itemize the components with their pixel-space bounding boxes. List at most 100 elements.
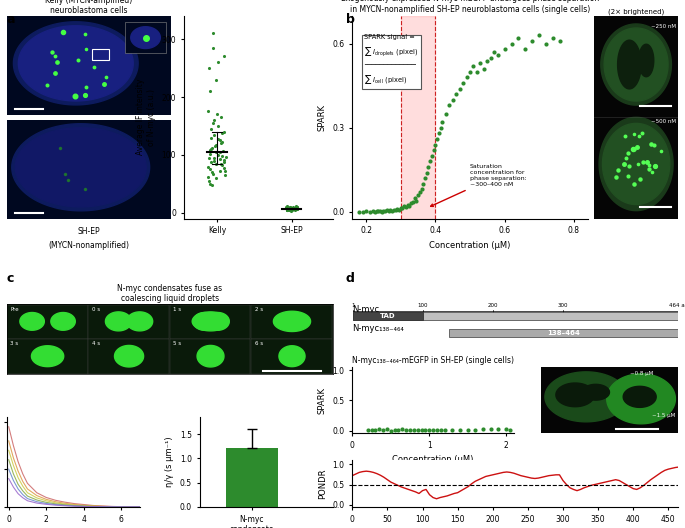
Point <box>284 203 295 212</box>
Point <box>219 128 229 136</box>
Text: (MYCN-nonamplified): (MYCN-nonamplified) <box>49 241 129 250</box>
Point <box>374 425 385 433</box>
Polygon shape <box>114 345 144 367</box>
Text: SPARK signal =
∑ $I_{\rm droplets}$ (pixel)
─────────────
∑ $I_{\rm cell}$ (pixe: SPARK signal = ∑ $I_{\rm droplets}$ (pix… <box>364 34 419 86</box>
Text: c: c <box>7 272 14 285</box>
Text: 464 aa: 464 aa <box>669 303 685 308</box>
Text: ~250 nM: ~250 nM <box>651 24 675 29</box>
Point <box>210 174 221 182</box>
Title: N-myc₁₃₈₋₄₆₄-mEGFP in SH-EP (single cells): N-myc₁₃₈₋₄₆₄-mEGFP in SH-EP (single cell… <box>352 356 514 365</box>
Point <box>454 84 465 93</box>
Point <box>203 64 214 72</box>
Polygon shape <box>618 40 641 89</box>
Point <box>370 426 381 435</box>
Point <box>390 206 401 214</box>
Point <box>210 142 221 150</box>
Polygon shape <box>273 311 310 332</box>
Text: d: d <box>346 272 355 285</box>
Text: Pre: Pre <box>10 306 18 312</box>
Point <box>208 43 219 52</box>
Point <box>219 164 229 172</box>
Point <box>208 154 219 162</box>
Point <box>206 181 217 190</box>
Point <box>288 205 299 214</box>
Point <box>368 207 379 215</box>
Point <box>388 205 399 214</box>
Text: 1 s: 1 s <box>173 306 181 312</box>
Point <box>282 203 293 212</box>
Bar <box>125 22 166 53</box>
Point <box>385 426 396 435</box>
Point <box>366 426 377 435</box>
Polygon shape <box>582 384 610 400</box>
Point <box>215 166 226 175</box>
Polygon shape <box>604 28 668 101</box>
Point <box>471 68 482 76</box>
Point <box>286 205 297 214</box>
Polygon shape <box>14 22 138 105</box>
Point <box>414 188 425 196</box>
Point <box>203 177 214 185</box>
Point <box>219 52 230 61</box>
Point <box>286 205 297 214</box>
Text: ~500 nM: ~500 nM <box>651 119 675 124</box>
Point <box>401 426 412 435</box>
Point <box>208 169 219 178</box>
Point <box>282 202 292 210</box>
Text: ~1.5 μM: ~1.5 μM <box>652 413 675 418</box>
Point <box>501 425 512 433</box>
Point <box>506 40 517 48</box>
Point <box>288 204 299 213</box>
Polygon shape <box>127 312 153 331</box>
Bar <box>401 16 436 219</box>
Point <box>213 58 224 67</box>
Point <box>203 154 214 162</box>
Point <box>393 426 404 434</box>
Title: (2× brightened): (2× brightened) <box>608 8 664 15</box>
Point <box>212 122 223 130</box>
Point <box>427 152 438 160</box>
Point <box>285 205 296 213</box>
Point <box>382 206 393 214</box>
Text: ~0.8 μM: ~0.8 μM <box>630 371 653 376</box>
Point <box>285 203 296 211</box>
Point <box>485 54 496 62</box>
Point <box>353 208 364 216</box>
Point <box>547 34 558 42</box>
Point <box>412 191 423 199</box>
Point <box>290 204 301 213</box>
Point <box>285 206 296 215</box>
Point <box>379 206 390 215</box>
Text: SH-EP: SH-EP <box>77 227 100 235</box>
Point <box>555 37 566 45</box>
Text: 300: 300 <box>558 303 569 308</box>
Point <box>423 163 434 171</box>
Point <box>434 129 445 138</box>
Polygon shape <box>638 44 653 77</box>
Point <box>383 207 394 215</box>
Text: 2 s: 2 s <box>255 306 262 312</box>
Point <box>430 140 441 149</box>
Y-axis label: η/γ (s μm⁻¹): η/γ (s μm⁻¹) <box>165 437 175 487</box>
Point <box>219 155 229 164</box>
Point <box>404 201 415 210</box>
Point <box>416 426 427 434</box>
Point <box>462 426 473 435</box>
Point <box>208 130 219 139</box>
X-axis label: Concentration (μM): Concentration (μM) <box>429 241 511 250</box>
Point <box>419 174 430 182</box>
Y-axis label: Average IF intensity
of N-myc (a.u.): Average IF intensity of N-myc (a.u.) <box>136 79 155 155</box>
Point <box>402 201 413 209</box>
Polygon shape <box>206 313 229 330</box>
Polygon shape <box>51 313 75 330</box>
X-axis label: Concentration (μM): Concentration (μM) <box>393 455 474 464</box>
Point <box>421 168 432 177</box>
Text: 3 s: 3 s <box>10 341 18 346</box>
Point <box>210 159 221 168</box>
Polygon shape <box>601 24 671 105</box>
Point <box>375 207 386 215</box>
Point <box>286 206 297 214</box>
Point <box>203 162 214 171</box>
Point <box>409 194 420 202</box>
Bar <box>353 312 678 320</box>
